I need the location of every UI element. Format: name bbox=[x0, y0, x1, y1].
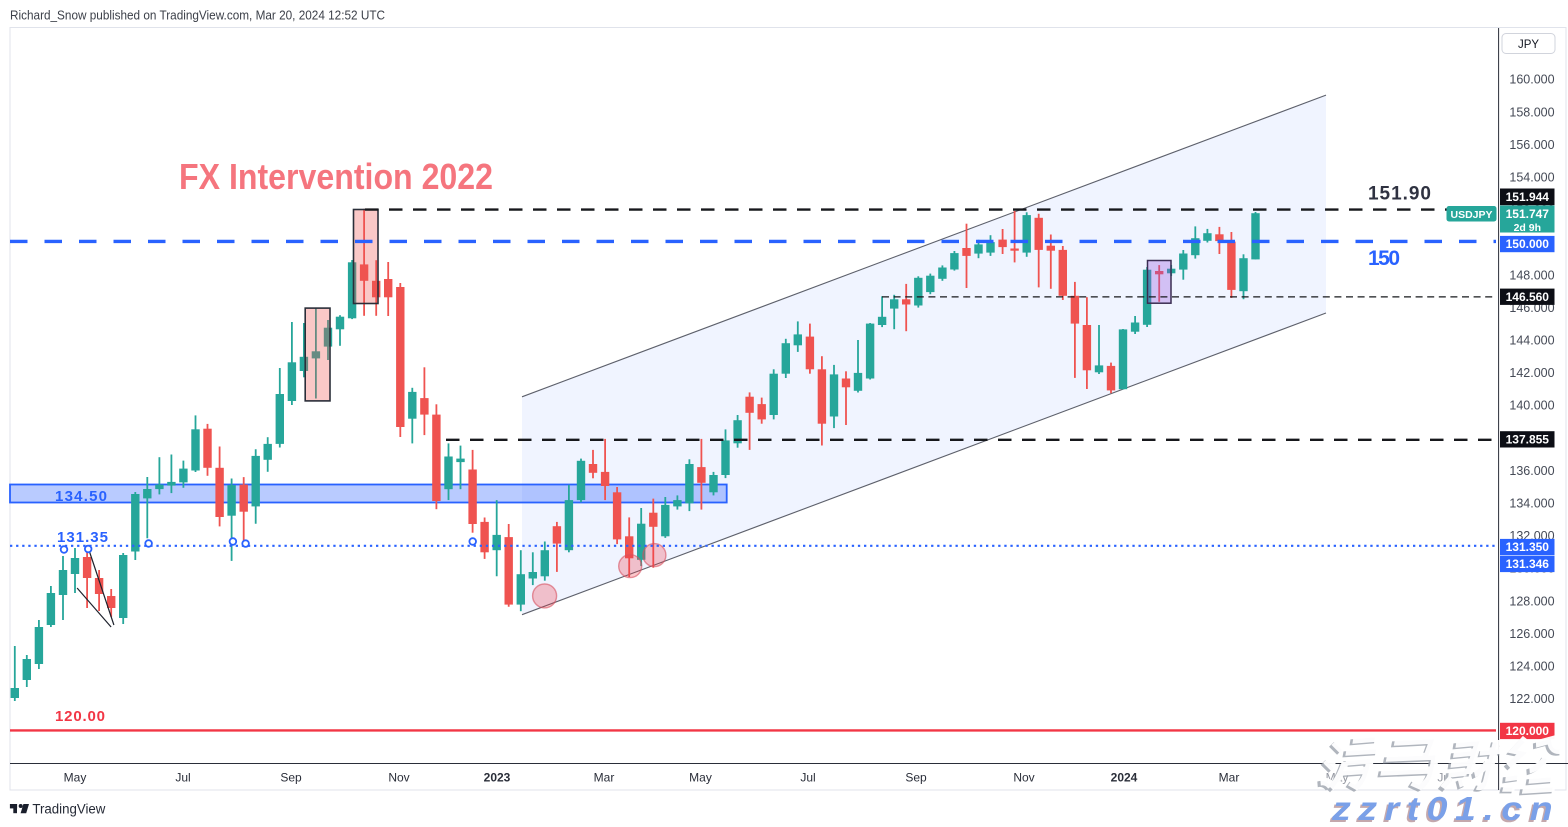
svg-text:120.000: 120.000 bbox=[1506, 724, 1550, 738]
svg-text:2024: 2024 bbox=[1111, 771, 1138, 785]
svg-text:Nov: Nov bbox=[1013, 771, 1034, 785]
svg-text:134.000: 134.000 bbox=[1509, 497, 1554, 511]
svg-text:131.350: 131.350 bbox=[1506, 540, 1550, 554]
svg-text:USDJPY: USDJPY bbox=[1451, 209, 1493, 221]
svg-text:Mar: Mar bbox=[1219, 771, 1240, 785]
svg-text:150: 150 bbox=[1368, 247, 1400, 270]
svg-text:160.000: 160.000 bbox=[1509, 73, 1554, 87]
svg-text:122.000: 122.000 bbox=[1509, 692, 1554, 706]
svg-text:126.000: 126.000 bbox=[1509, 627, 1554, 641]
svg-text:Jul: Jul bbox=[175, 771, 190, 785]
svg-text:131.35: 131.35 bbox=[57, 529, 108, 546]
svg-text:136.000: 136.000 bbox=[1509, 464, 1554, 478]
svg-text:142.000: 142.000 bbox=[1509, 366, 1554, 380]
svg-text:156.000: 156.000 bbox=[1509, 138, 1554, 152]
svg-text:zzrt01.cn: zzrt01.cn bbox=[1329, 792, 1558, 827]
svg-text:151.90: 151.90 bbox=[1368, 184, 1431, 205]
svg-text:146.560: 146.560 bbox=[1506, 290, 1550, 304]
svg-text:JPY: JPY bbox=[1518, 39, 1539, 51]
svg-text:144.000: 144.000 bbox=[1509, 334, 1554, 348]
svg-text:151.747: 151.747 bbox=[1506, 207, 1550, 221]
svg-text:May: May bbox=[689, 771, 712, 785]
svg-text:May: May bbox=[64, 771, 87, 785]
svg-text:158.000: 158.000 bbox=[1509, 105, 1554, 119]
svg-text:Richard_Snow published on Trad: Richard_Snow published on TradingView.co… bbox=[10, 8, 385, 23]
svg-text:2023: 2023 bbox=[484, 771, 511, 785]
svg-text:154.000: 154.000 bbox=[1509, 171, 1554, 185]
svg-text:Nov: Nov bbox=[388, 771, 409, 785]
svg-text:148.000: 148.000 bbox=[1509, 268, 1554, 282]
svg-text:120.00: 120.00 bbox=[55, 708, 105, 725]
svg-text:137.855: 137.855 bbox=[1506, 433, 1550, 447]
svg-text:Mar: Mar bbox=[594, 771, 615, 785]
svg-text:TradingView: TradingView bbox=[32, 802, 105, 817]
svg-text:134.50: 134.50 bbox=[55, 488, 107, 505]
svg-text:140.000: 140.000 bbox=[1509, 399, 1554, 413]
svg-text:zzrt01.cn: zzrt01.cn bbox=[1331, 790, 1560, 827]
svg-text:151.944: 151.944 bbox=[1506, 190, 1550, 204]
svg-text:131.346: 131.346 bbox=[1506, 557, 1550, 571]
svg-text:Sep: Sep bbox=[280, 771, 302, 785]
svg-text:Jul: Jul bbox=[800, 771, 815, 785]
svg-text:128.000: 128.000 bbox=[1509, 594, 1554, 608]
svg-text:124.000: 124.000 bbox=[1509, 660, 1554, 674]
svg-text:150.000: 150.000 bbox=[1506, 237, 1550, 251]
svg-text:2d 9h: 2d 9h bbox=[1514, 222, 1541, 234]
svg-text:Sep: Sep bbox=[905, 771, 927, 785]
svg-text:FX Intervention 2022: FX Intervention 2022 bbox=[179, 156, 493, 197]
